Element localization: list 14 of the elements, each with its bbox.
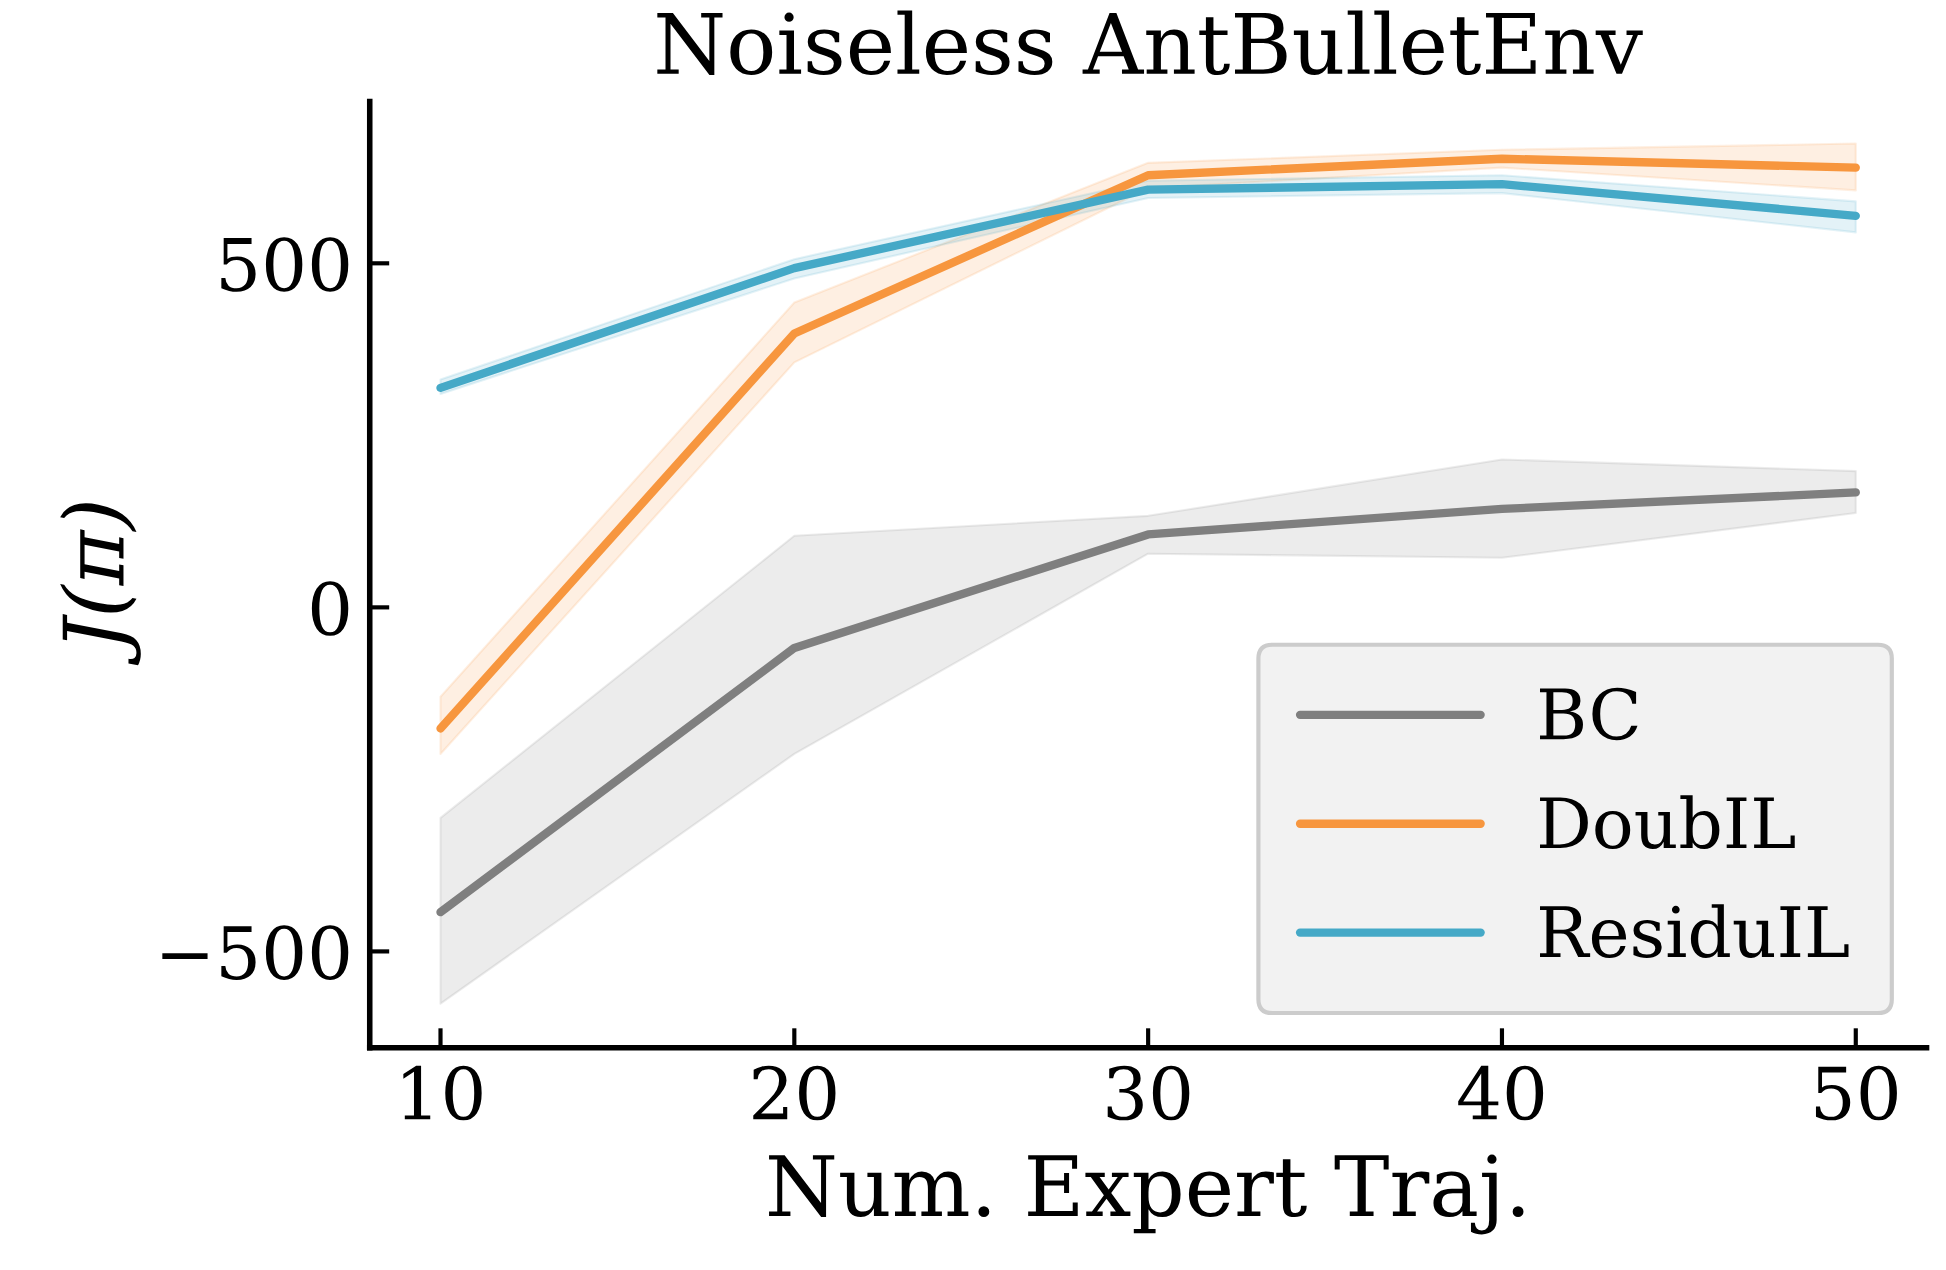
x-tick-label: 40: [1458, 1065, 1544, 1121]
y-tick-label: −500: [162, 925, 349, 980]
x-tick-label: 10: [403, 1065, 482, 1121]
y-tick-label: 500: [221, 237, 349, 292]
legend-label: ResiduIL: [1540, 904, 1849, 958]
chart-title: Noiseless AntBulletEnv: [657, 10, 1643, 76]
y-axis-title: J(π): [60, 503, 141, 666]
y-tick-label: 0: [311, 581, 349, 636]
legend-label: DoubIL: [1540, 795, 1795, 850]
x-tick-label: 50: [1815, 1065, 1897, 1121]
x-tick-label: 30: [1107, 1065, 1190, 1121]
x-tick-label: 20: [753, 1065, 836, 1121]
legend-label: BC: [1540, 687, 1638, 741]
x-axis-title: Num. Expert Traj.: [769, 1154, 1524, 1235]
